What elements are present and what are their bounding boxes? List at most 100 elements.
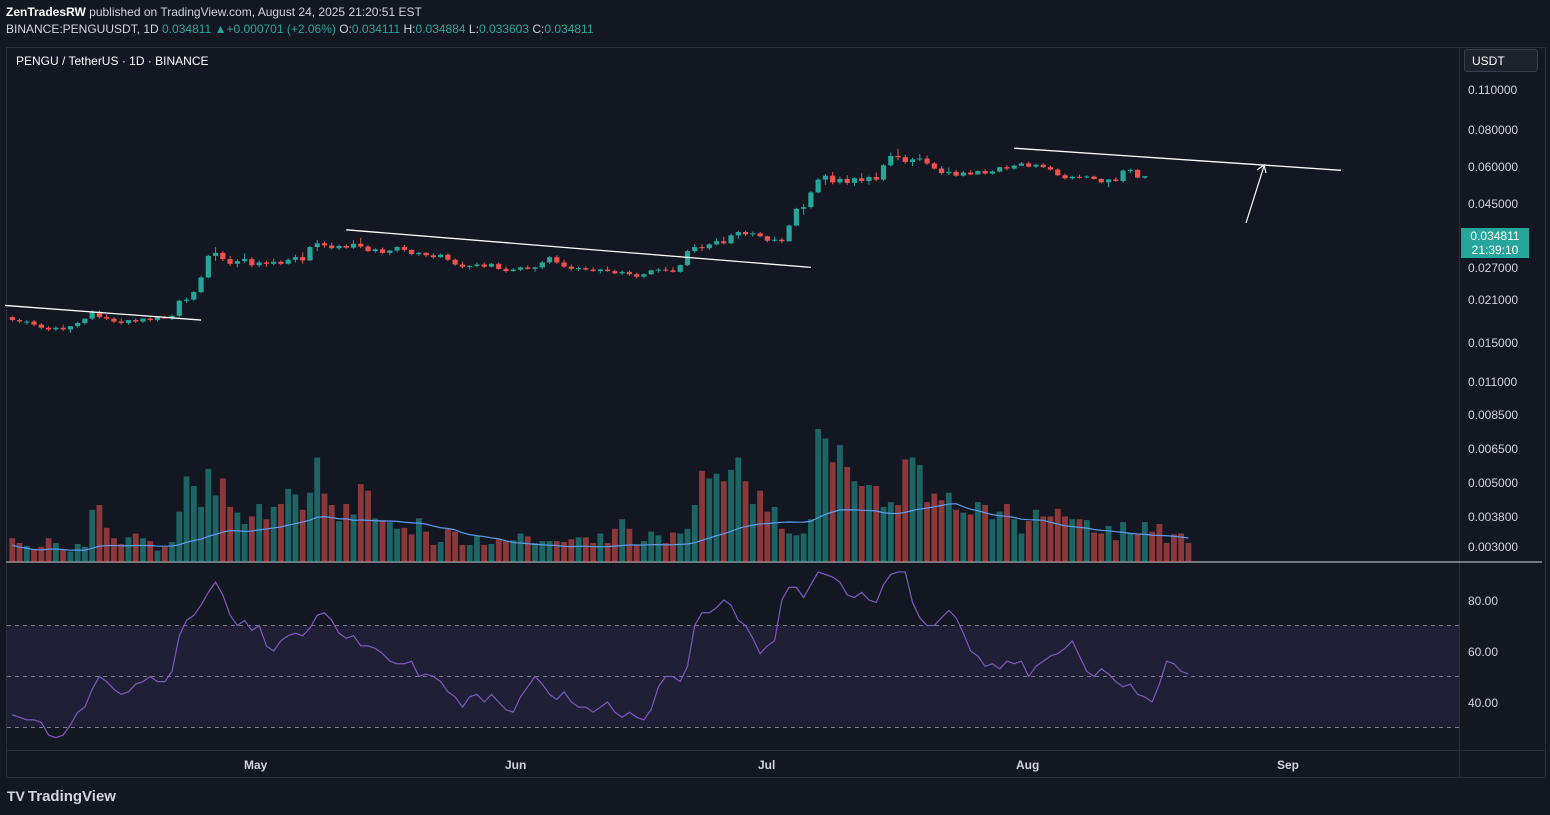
candle-body [815, 179, 821, 193]
volume-bar [423, 531, 430, 562]
candle-body [89, 311, 95, 319]
volume-bar [1047, 516, 1054, 562]
volume-bar [742, 481, 749, 562]
candle-body [1004, 167, 1010, 169]
price-tick: 0.080000 [1468, 123, 1519, 137]
volume-bar [590, 543, 596, 562]
candle-body [997, 167, 1003, 172]
volume-bar [1149, 531, 1156, 562]
publish-info: published on TradingView.com, August 24,… [85, 5, 422, 19]
trendline [1014, 147, 1341, 171]
close-value: 0.034811 [544, 22, 594, 36]
chart-frame [6, 47, 1546, 778]
candle-body [329, 245, 335, 249]
candle-body [953, 171, 959, 176]
volume-bar [234, 512, 241, 562]
candle-body [343, 245, 349, 248]
volume-bar [125, 537, 132, 562]
candle-body [300, 257, 306, 261]
candle-body [1084, 176, 1090, 178]
volume-bar [960, 512, 967, 562]
volume-bar [154, 550, 161, 562]
volume-bar [1083, 520, 1090, 562]
candle-body [902, 157, 908, 163]
volume-bar [945, 492, 952, 562]
high-label: H: [403, 22, 416, 36]
price-tick: 0.021000 [1468, 293, 1519, 307]
volume-bar [989, 519, 996, 562]
volume-bar [1025, 521, 1032, 562]
volume-bar [503, 541, 509, 562]
volume-bar [786, 533, 793, 562]
publisher-name[interactable]: ZenTradesRW [6, 5, 86, 19]
candle-body [757, 233, 763, 237]
candle-body [699, 247, 705, 249]
candle-body [118, 321, 124, 324]
price-tick: 0.003000 [1468, 540, 1519, 554]
volume-bar [299, 509, 306, 562]
candle-body [851, 178, 858, 183]
volume-bar [1112, 540, 1119, 562]
volume-ma-line [12, 503, 1189, 551]
currency-button[interactable]: USDT [1464, 49, 1538, 72]
volume-bar [176, 511, 183, 562]
candle-body [401, 247, 407, 250]
candle-body [808, 192, 814, 208]
candle-body [590, 269, 596, 272]
candle-body [1018, 163, 1025, 166]
candle-body [641, 274, 647, 277]
candle-body [779, 239, 785, 242]
volume-bar [720, 481, 727, 562]
time-tick: Jun [505, 758, 527, 772]
volume-bar [974, 502, 981, 562]
ticker-label: BINANCE:PENGUUSDT, 1D [6, 22, 159, 36]
candle-body [1033, 164, 1039, 167]
volume-bar [219, 478, 226, 562]
volume-bar [292, 494, 299, 562]
last-price-value: 0.034811 [1470, 229, 1520, 243]
candle-body [1105, 179, 1112, 183]
volume-bar [597, 533, 604, 562]
volume-bar [45, 538, 52, 562]
volume-bar [256, 504, 263, 562]
candle-body [249, 259, 255, 266]
candle-body [205, 255, 211, 278]
candle-body [147, 318, 153, 321]
candle-body [859, 178, 865, 182]
candle-body [532, 267, 538, 269]
volume-bar [1134, 534, 1141, 562]
symbol-title[interactable]: PENGU / TetherUS · 1D · BINANCE [16, 54, 209, 68]
candle-body [191, 292, 197, 300]
candle-body [837, 178, 843, 183]
candle-body [706, 244, 712, 249]
volume-bar [394, 528, 400, 562]
candle-body [764, 236, 770, 241]
volume-bar [808, 519, 814, 562]
candle-body [830, 175, 836, 183]
rsi-tick: 80.00 [1468, 594, 1499, 608]
volume-bar [372, 518, 379, 562]
price-tick: 0.008500 [1468, 408, 1519, 422]
tradingview-brand[interactable]: TV TradingView [7, 788, 116, 805]
volume-bar [757, 490, 763, 562]
candle-body [735, 232, 741, 236]
candle-body [278, 261, 284, 264]
last-value: 0.034811 [162, 22, 212, 36]
candle-body [1047, 167, 1054, 170]
candle-body [169, 315, 175, 319]
candle-body [474, 264, 480, 266]
candle-body [445, 254, 451, 260]
volume-bar [401, 527, 408, 562]
candle-body [96, 311, 103, 318]
candle-body [38, 324, 44, 328]
volume-bar [1141, 522, 1148, 562]
candle-body [125, 320, 132, 324]
volume-bar [1098, 533, 1105, 562]
candle-body [416, 252, 422, 255]
candle-body [822, 175, 829, 180]
volume-bar [1105, 525, 1112, 562]
volume-bar [459, 544, 466, 562]
volume-bar [837, 445, 843, 562]
volume-bar [916, 465, 923, 562]
